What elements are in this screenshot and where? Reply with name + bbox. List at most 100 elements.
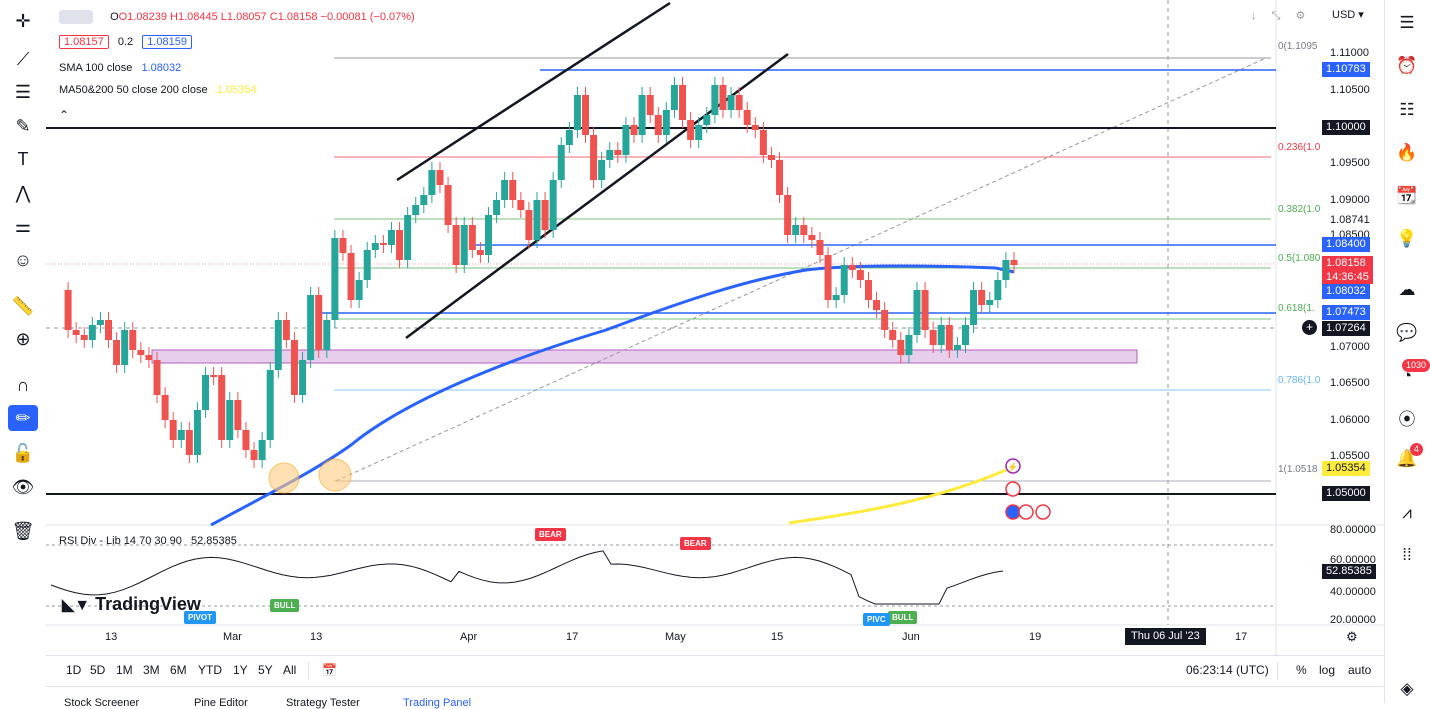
timeframe-5d[interactable]: 5D	[90, 663, 106, 677]
bid-price[interactable]: 1.08157	[59, 35, 109, 49]
rsi-price-tag: 52.85385	[1322, 564, 1376, 579]
ask-price[interactable]: 1.08159	[142, 35, 192, 49]
trading-icon[interactable]: ⩘	[1402, 503, 1412, 522]
ruler-icon[interactable]: 📏	[11, 295, 35, 316]
rsi-legend[interactable]: RSI Div - Lib 14 70 30 90 52.85385	[59, 535, 237, 547]
candle-body	[242, 430, 250, 450]
timeframe-1y[interactable]: 1Y	[233, 663, 248, 677]
candle-body	[169, 420, 177, 440]
timeframe-3m[interactable]: 3M	[143, 663, 160, 677]
rsi-line	[50, 550, 1004, 605]
candle-body	[533, 200, 541, 240]
currency-label: USD	[1332, 9, 1356, 21]
footer-tab-trading-panel[interactable]: Trading Panel	[403, 697, 472, 709]
candle-body	[476, 250, 484, 255]
currency-selector[interactable]: USD ▾	[1332, 9, 1364, 21]
tradingview-watermark[interactable]: ◣▼ TradingView	[62, 594, 201, 615]
candle-body	[250, 450, 258, 460]
candle-body	[105, 320, 113, 340]
rsi-axis-label: 60.00000	[1330, 554, 1376, 566]
timeframe-6m[interactable]: 6M	[170, 663, 187, 677]
notifications-icon[interactable]: ◔	[1401, 366, 1413, 385]
timeframe-1m[interactable]: 1M	[116, 663, 133, 677]
sma-label: SMA 100 close	[59, 62, 133, 74]
channel-upper	[396, 1, 671, 182]
candle-body	[970, 290, 978, 325]
timeframe-all[interactable]: All	[283, 663, 297, 677]
chart-canvas[interactable]: ⚡	[46, 0, 1385, 655]
pattern-icon[interactable]: ⋀	[15, 182, 31, 203]
percent-scale-toggle[interactable]: %	[1296, 663, 1307, 677]
zoom-in-icon[interactable]: ⊕	[15, 328, 31, 349]
candle-body	[994, 280, 1002, 300]
draw-mode-icon[interactable]: ✏	[8, 405, 38, 431]
collapse-legend-icon[interactable]: ⌃	[59, 108, 70, 122]
pivot-signal: PIVC	[863, 613, 890, 626]
symbol-flags-icon[interactable]	[59, 10, 93, 24]
price-tag-107473: 1.07473	[1322, 305, 1370, 320]
watchlist-icon[interactable]: ☰	[1399, 13, 1415, 32]
data-window-icon[interactable]: ☷	[1399, 100, 1415, 119]
candle-body	[889, 330, 897, 340]
date-range-icon[interactable]: 📅	[322, 663, 337, 677]
fib-label-0236: 0.236(1.0	[1278, 142, 1321, 153]
streams-icon[interactable]: ☁	[1398, 280, 1416, 299]
calendar-icon[interactable]: 📆	[1396, 186, 1418, 205]
lightning-icon: ⚡	[1007, 461, 1018, 473]
timeframe-1d[interactable]: 1D	[66, 663, 82, 677]
candle-body	[193, 410, 201, 455]
forecast-icon[interactable]: ⚌	[14, 215, 32, 236]
candle-body	[679, 85, 687, 120]
arrow-down-icon[interactable]: ↓	[1251, 10, 1257, 22]
text-icon[interactable]: T	[17, 148, 29, 169]
footer-tab-stock-screener[interactable]: Stock Screener	[64, 697, 140, 709]
brush-icon[interactable]: ✎	[15, 115, 31, 136]
price-tag-resistance: 1.10783	[1322, 62, 1370, 77]
auto-scale-toggle[interactable]: auto	[1348, 663, 1372, 677]
event-icon-1	[1005, 458, 1021, 474]
hotlists-icon[interactable]: 🔥	[1396, 143, 1418, 162]
timeframe-5y[interactable]: 5Y	[258, 663, 273, 677]
ma-legend[interactable]: MA50&200 50 close 200 close 1.05354	[59, 84, 256, 96]
trendline-icon[interactable]: ⟋	[16, 48, 30, 69]
candle-body	[606, 150, 614, 160]
ma-label: MA50&200 50 close 200 close	[59, 84, 208, 96]
live-stream-icon[interactable]: ⦿	[1398, 409, 1416, 429]
collapse-icon[interactable]: ⤡	[1271, 10, 1281, 22]
magnet-icon[interactable]: ∩	[16, 374, 30, 395]
eye-icon[interactable]: 👁	[11, 476, 35, 497]
log-scale-toggle[interactable]: log	[1319, 663, 1336, 677]
layers-icon[interactable]: ◈	[1400, 679, 1414, 698]
chart-settings-icon[interactable]: ⚙	[1346, 629, 1358, 644]
trash-icon[interactable]: 🗑	[11, 520, 35, 541]
add-alert-plus-icon[interactable]: +	[1302, 320, 1317, 335]
alerts-clock-icon[interactable]: ⏰	[1396, 56, 1418, 75]
lock-icon[interactable]: 🔓	[11, 442, 35, 463]
candle-body	[565, 130, 573, 145]
fib-tool-icon[interactable]: ☰	[14, 81, 32, 102]
candle-body	[573, 95, 581, 130]
footer-tab-pine-editor[interactable]: Pine Editor	[194, 697, 248, 709]
candle-body	[371, 243, 379, 250]
fib-label-0382: 0.382(1.0	[1278, 204, 1321, 215]
chats-icon[interactable]: 💬	[1396, 323, 1418, 342]
sma-legend[interactable]: SMA 100 close 1.08032	[59, 62, 181, 74]
candle-body	[961, 325, 969, 345]
ideas-icon[interactable]: 💡	[1396, 229, 1418, 248]
eu-flag-icon	[1005, 504, 1021, 520]
candle-body	[501, 180, 509, 200]
footer-tab-strategy-tester[interactable]: Strategy Tester	[286, 697, 360, 709]
crosshair-icon[interactable]: ✛	[15, 10, 31, 31]
candle-body	[881, 310, 889, 330]
chart-area[interactable]: ⚡ OO1.08239 H1.08445 L1.08057 C1.08158 −…	[46, 0, 1385, 655]
candle-body	[299, 360, 307, 395]
candle-body	[153, 360, 161, 395]
emoji-icon[interactable]: ☺	[13, 249, 33, 270]
dom-icon[interactable]: ⁞⁞	[1402, 545, 1412, 564]
timeframe-ytd[interactable]: YTD	[198, 663, 222, 677]
settings-icon[interactable]: ⚙	[1295, 10, 1306, 22]
time-axis-label: 17	[1235, 631, 1248, 643]
time-axis-label: Mar	[223, 631, 242, 643]
utc-clock[interactable]: 06:23:14 (UTC)	[1186, 663, 1269, 677]
candle-body	[978, 290, 986, 305]
